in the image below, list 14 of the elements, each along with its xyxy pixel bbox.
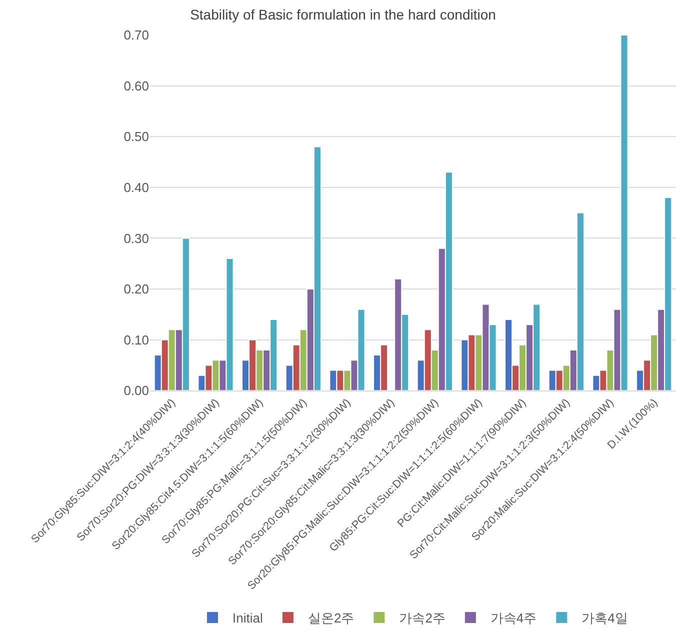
legend-label: 가속4주 <box>490 610 537 626</box>
y-tick-label: 0.10 <box>124 332 149 348</box>
y-tick-label: 0.00 <box>124 383 149 398</box>
legend-label: Initial <box>232 610 263 626</box>
chart-title: Stability of Basic formulation in the hard condition <box>190 6 496 22</box>
legend-label: 실온2주 <box>308 610 354 626</box>
y-tick-label: 0.40 <box>124 180 149 195</box>
y-tick-label: 0.50 <box>124 129 149 144</box>
legend-label: 가속2주 <box>399 610 446 626</box>
legend-label: 가혹4일 <box>582 610 628 626</box>
y-tick-label: 0.60 <box>124 78 149 94</box>
y-tick-label: 0.30 <box>124 230 149 246</box>
y-tick-label: 0.20 <box>124 282 149 297</box>
y-tick-label: 0.70 <box>124 28 149 43</box>
